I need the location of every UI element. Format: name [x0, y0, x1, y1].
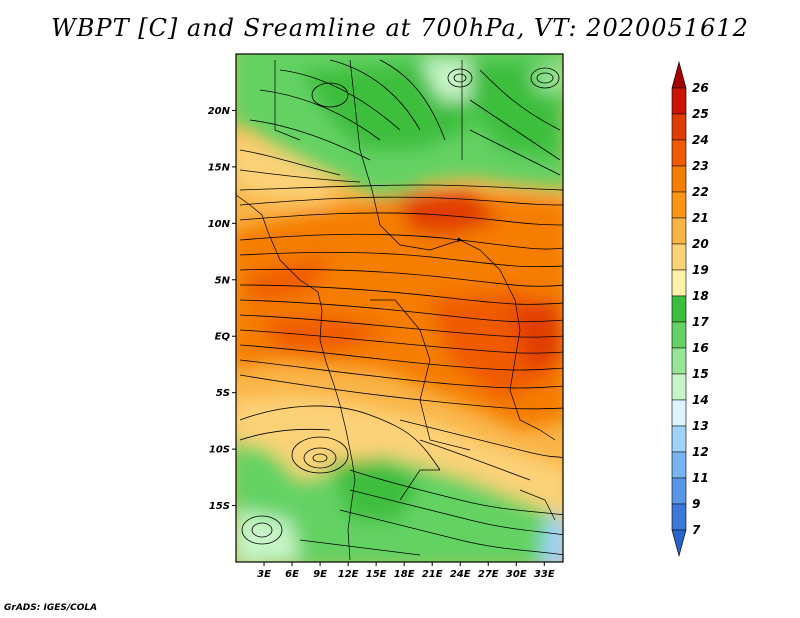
colorbar-cell: [671, 529, 687, 558]
lon-tick-label: 18E: [394, 569, 415, 580]
colorbar-label: 22: [692, 185, 709, 199]
colorbar-cell: [671, 321, 687, 349]
colorbar-label: 16: [692, 341, 709, 355]
colorbar-label: 12: [692, 445, 709, 459]
colorbar-cell: [671, 217, 687, 245]
colorbar-label: 15: [692, 367, 709, 381]
wbpt-shading: [236, 54, 563, 562]
colorbar-label: 9: [692, 497, 700, 511]
lat-tick-label: 5S: [216, 388, 230, 399]
colorbar-cell: [671, 477, 687, 505]
lon-tick-label: 9E: [313, 569, 327, 580]
colorbar-cell: [671, 87, 687, 115]
lat-tick-label: 5N: [215, 275, 231, 286]
lat-tick-label: EQ: [215, 332, 231, 343]
colorbar-label: 19: [692, 263, 709, 277]
colorbar-cell: [671, 425, 687, 453]
colorbar-cell: [671, 399, 687, 427]
colorbar-label: 13: [692, 419, 709, 433]
colorbar-cell: [671, 165, 687, 193]
colorbar-cell: [671, 347, 687, 375]
colorbar: 26 25 24 23 22 21 20 19 18 17 16 15 14 13 12 11 9 7: [671, 60, 709, 558]
colorbar-label: 25: [692, 107, 709, 121]
colorbar-cell: [671, 139, 687, 167]
map-title: WBPT [C] and Sreamline at 700hPa, VT: 20…: [51, 14, 749, 42]
colorbar-label: 23: [692, 159, 709, 173]
lon-tick-label: 6E: [285, 569, 299, 580]
lon-tick-label: 3E: [257, 569, 271, 580]
colorbar-label: 21: [692, 211, 709, 225]
lat-tick-label: 15S: [209, 501, 230, 512]
lon-tick-label: 27E: [478, 569, 499, 580]
lat-tick-label: 15N: [208, 162, 231, 173]
lon-tick-label: 33E: [534, 569, 555, 580]
latitude-axis: 20N 15N 10N 5N EQ 5S 10S 15S: [208, 106, 236, 512]
colorbar-label: 11: [692, 471, 709, 485]
colorbar-cell: [671, 269, 687, 297]
map-frame: [235, 53, 564, 563]
lon-tick-label: 24E: [450, 569, 471, 580]
colorbar-label: 18: [692, 289, 709, 303]
lon-tick-label: 15E: [366, 569, 387, 580]
lat-tick-label: 10N: [208, 219, 231, 230]
lon-tick-label: 12E: [338, 569, 359, 580]
streamlines: [239, 59, 563, 556]
colorbar-label: 26: [692, 81, 709, 95]
colorbar-cell: [671, 451, 687, 479]
longitude-axis: 3E 6E 9E 12E 15E 18E 21E 24E 27E 30E 33E: [257, 562, 555, 580]
colorbar-cell: [671, 191, 687, 219]
lon-tick-label: 30E: [506, 569, 527, 580]
country-borders: [236, 59, 556, 561]
colorbar-cell: [671, 503, 687, 531]
colorbar-cell: [671, 373, 687, 401]
colorbar-cell: [671, 295, 687, 323]
colorbar-label: 20: [692, 237, 709, 251]
colorbar-label: 7: [692, 523, 701, 537]
colorbar-label: 24: [692, 133, 709, 147]
colorbar-label: 14: [692, 393, 709, 407]
lon-tick-label: 21E: [422, 569, 443, 580]
lat-tick-label: 20N: [208, 106, 231, 117]
colorbar-cell: [671, 243, 687, 271]
lat-tick-label: 10S: [209, 445, 230, 456]
colorbar-cell: [671, 113, 687, 141]
colorbar-label: 17: [692, 315, 709, 329]
colorbar-cell: [671, 60, 687, 89]
footer-credit: GrADS: IGES/COLA: [4, 603, 98, 613]
